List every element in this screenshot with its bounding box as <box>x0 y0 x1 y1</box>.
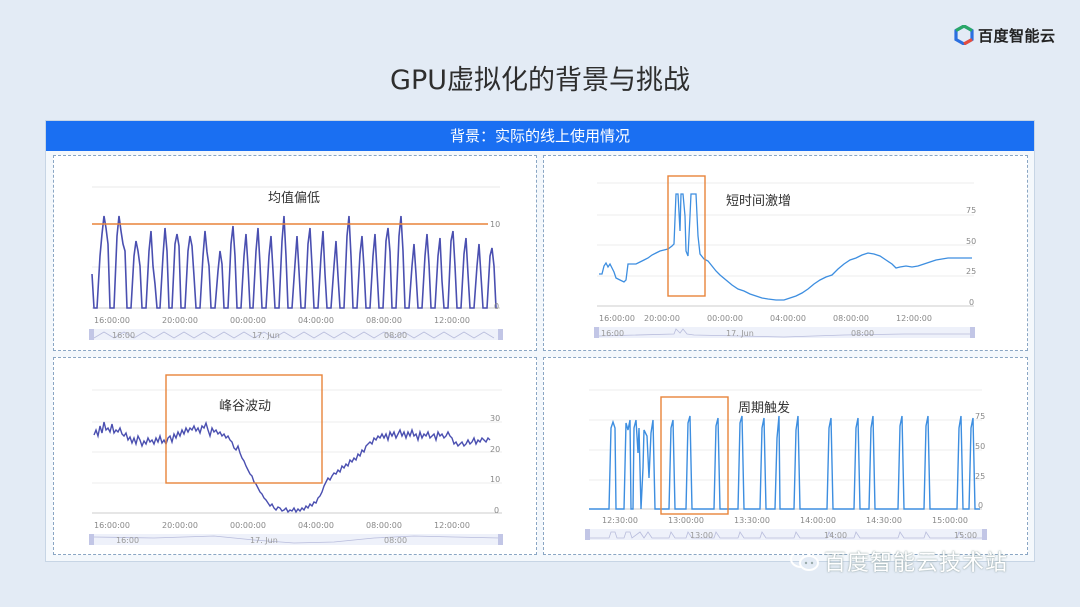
brand-logo: 百度智能云 <box>954 24 1056 46</box>
navigator-handle-right[interactable] <box>498 534 503 545</box>
svg-text:15:00:00: 15:00:00 <box>932 516 968 525</box>
svg-text:14:00:00: 14:00:00 <box>800 516 836 525</box>
chart-mean-low: 均值偏低 10 0 16:00:00 20:00:00 00:00:00 04:… <box>89 186 503 340</box>
svg-text:08:00: 08:00 <box>851 329 874 338</box>
svg-text:16:00: 16:00 <box>601 329 624 338</box>
chart-panel-mean-low: 均值偏低 10 0 16:00:00 20:00:00 00:00:00 04:… <box>53 155 537 351</box>
svg-text:50: 50 <box>966 237 976 246</box>
svg-text:20:00:00: 20:00:00 <box>644 314 680 323</box>
chart-panel-periodic: 周期触发 75 50 25 0 12:30:00 13:00:00 13:30:… <box>543 357 1028 555</box>
svg-text:08:00:00: 08:00:00 <box>366 521 402 530</box>
svg-text:0: 0 <box>969 298 974 307</box>
baidu-cloud-hexagon-icon <box>954 25 974 45</box>
svg-text:12:30:00: 12:30:00 <box>602 516 638 525</box>
svg-text:14:00: 14:00 <box>824 531 847 540</box>
navigator-handle-left[interactable] <box>89 329 94 340</box>
y-axis: 75 50 25 0 <box>966 206 976 307</box>
watermark-text: 百度智能云技术站 <box>824 551 1009 576</box>
navigator[interactable]: 16:00 17. Jun 08:00 <box>89 329 503 340</box>
navigator-handle-right[interactable] <box>982 529 987 540</box>
chart-panel-burst: 短时间激增 75 50 25 0 16:00:00 20:00:00 00:00… <box>543 155 1028 351</box>
y-axis: 30 20 10 0 <box>490 414 500 515</box>
watermark: 百度智能云技术站 <box>790 545 1008 577</box>
svg-text:16:00: 16:00 <box>112 331 135 340</box>
wechat-icon <box>790 550 819 571</box>
svg-text:08:00:00: 08:00:00 <box>366 316 402 325</box>
svg-text:20: 20 <box>490 445 500 454</box>
svg-text:13:00:00: 13:00:00 <box>668 516 704 525</box>
svg-text:12:00:00: 12:00:00 <box>434 521 470 530</box>
data-line <box>93 420 491 514</box>
slide-title: GPU虚拟化的背景与挑战 <box>390 65 690 96</box>
svg-text:10: 10 <box>490 475 500 484</box>
x-axis: 12:30:00 13:00:00 13:30:00 14:00:00 14:3… <box>602 516 968 525</box>
x-axis: 16:00:00 20:00:00 00:00:00 04:00:00 08:0… <box>94 521 470 530</box>
svg-text:12:00:00: 12:00:00 <box>896 314 932 323</box>
data-line <box>589 415 980 510</box>
data-line <box>599 193 972 301</box>
svg-text:25: 25 <box>966 267 976 276</box>
svg-text:50: 50 <box>975 442 985 451</box>
svg-text:20:00:00: 20:00:00 <box>162 316 198 325</box>
navigator-handle-right[interactable] <box>970 327 975 338</box>
chart-burst: 短时间激增 75 50 25 0 16:00:00 20:00:00 00:00… <box>594 175 976 338</box>
highlight-box <box>165 374 323 484</box>
svg-text:14:30:00: 14:30:00 <box>866 516 902 525</box>
svg-text:00:00:00: 00:00:00 <box>230 521 266 530</box>
svg-text:15:00: 15:00 <box>954 531 977 540</box>
x-axis: 16:00:00 20:00:00 00:00:00 04:00:00 08:0… <box>599 314 932 323</box>
svg-text:00:00:00: 00:00:00 <box>230 316 266 325</box>
highlight-box <box>660 396 729 515</box>
svg-text:08:00: 08:00 <box>384 331 407 340</box>
svg-text:04:00:00: 04:00:00 <box>770 314 806 323</box>
navigator[interactable]: 16:00 17. Jun 08:00 <box>89 534 503 545</box>
navigator-handle-left[interactable] <box>594 327 599 338</box>
navigator[interactable]: 16:00 17. Jun 08:00 <box>594 327 975 338</box>
svg-text:12:00:00: 12:00:00 <box>434 316 470 325</box>
svg-text:08:00:00: 08:00:00 <box>833 314 869 323</box>
highlight-box <box>667 175 706 297</box>
chart-title: 周期触发 <box>738 400 790 416</box>
svg-text:13:30:00: 13:30:00 <box>734 516 770 525</box>
section-header: 背景：实际的线上使用情况 <box>46 121 1034 151</box>
svg-text:16:00: 16:00 <box>116 536 139 545</box>
svg-text:30: 30 <box>490 414 500 423</box>
svg-text:75: 75 <box>975 412 985 421</box>
svg-text:16:00:00: 16:00:00 <box>94 316 130 325</box>
svg-text:17. Jun: 17. Jun <box>726 329 754 338</box>
navigator-handle-left[interactable] <box>585 529 590 540</box>
svg-text:13:00: 13:00 <box>690 531 713 540</box>
svg-text:0: 0 <box>494 302 499 311</box>
svg-text:16:00:00: 16:00:00 <box>94 521 130 530</box>
chart-panel-peak-valley: 峰谷波动 30 20 10 0 16:00:00 20:00:00 00:00:… <box>53 357 537 555</box>
y-axis: 75 50 25 0 <box>975 412 985 510</box>
navigator-handle-right[interactable] <box>498 329 503 340</box>
logo-text: 百度智能云 <box>978 26 1056 45</box>
chart-title: 短时间激增 <box>726 194 791 209</box>
svg-text:08:00: 08:00 <box>384 536 407 545</box>
svg-text:75: 75 <box>966 206 976 215</box>
svg-text:04:00:00: 04:00:00 <box>298 316 334 325</box>
svg-text:17. Jun: 17. Jun <box>250 536 278 545</box>
chart-title: 峰谷波动 <box>219 399 271 414</box>
chart-periodic: 周期触发 75 50 25 0 12:30:00 13:00:00 13:30:… <box>585 389 987 540</box>
svg-text:04:00:00: 04:00:00 <box>298 521 334 530</box>
svg-text:16:00:00: 16:00:00 <box>599 314 635 323</box>
svg-text:20:00:00: 20:00:00 <box>162 521 198 530</box>
data-line <box>91 215 497 309</box>
svg-text:17. Jun: 17. Jun <box>252 331 280 340</box>
chart-peak-valley: 峰谷波动 30 20 10 0 16:00:00 20:00:00 00:00:… <box>89 374 503 545</box>
svg-text:25: 25 <box>975 472 985 481</box>
chart-title: 均值偏低 <box>268 190 320 206</box>
navigator[interactable]: 13:00 14:00 15:00 <box>585 529 987 540</box>
x-axis: 16:00:00 20:00:00 00:00:00 04:00:00 08:0… <box>94 316 470 325</box>
svg-text:0: 0 <box>494 506 499 515</box>
svg-text:00:00:00: 00:00:00 <box>707 314 743 323</box>
svg-text:0: 0 <box>978 501 983 510</box>
svg-text:10: 10 <box>490 220 500 229</box>
navigator-handle-left[interactable] <box>89 534 94 545</box>
